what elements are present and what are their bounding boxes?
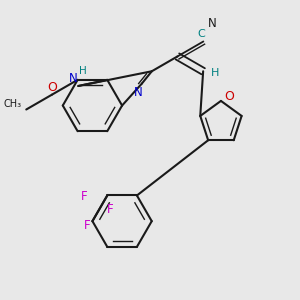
Text: N: N: [69, 72, 78, 85]
Text: O: O: [224, 91, 234, 103]
Text: CH₃: CH₃: [3, 99, 21, 109]
Text: H: H: [211, 68, 219, 78]
Text: H: H: [79, 66, 87, 76]
Text: C: C: [197, 29, 205, 39]
Text: F: F: [107, 203, 113, 216]
Text: O: O: [47, 81, 57, 94]
Text: F: F: [81, 190, 88, 203]
Text: N: N: [208, 17, 216, 30]
Text: F: F: [84, 219, 91, 232]
Text: N: N: [134, 86, 142, 99]
